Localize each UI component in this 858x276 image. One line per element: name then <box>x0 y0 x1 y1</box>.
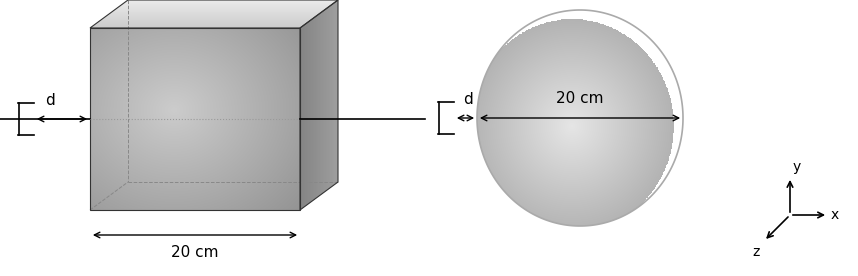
Text: z: z <box>752 245 760 259</box>
Text: 20 cm: 20 cm <box>172 245 219 260</box>
Text: d: d <box>45 93 55 108</box>
Text: 20 cm: 20 cm <box>556 91 604 106</box>
Text: d: d <box>463 92 473 107</box>
Text: y: y <box>793 160 801 174</box>
Text: x: x <box>831 208 839 222</box>
